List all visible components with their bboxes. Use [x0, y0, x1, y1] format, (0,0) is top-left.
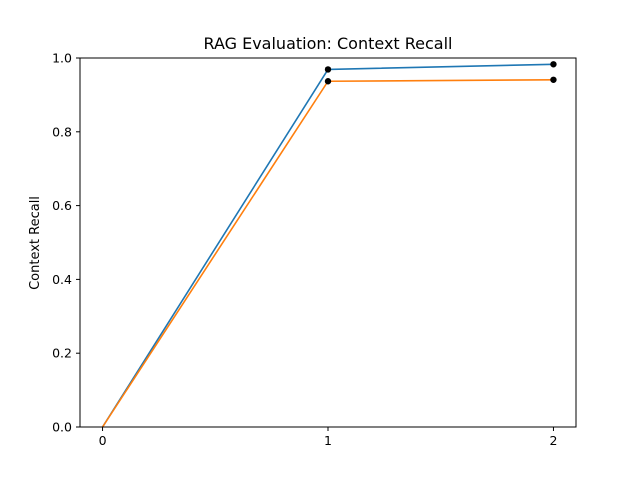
y-axis-label: Context Recall — [28, 196, 43, 290]
data-point-s1-2 — [550, 76, 557, 83]
data-point-s0-2 — [550, 61, 557, 68]
y-tick-label: 0.2 — [52, 346, 72, 361]
axes: 0 1 2 0.0 0.2 0.4 0.6 0.8 1.0 — [52, 51, 577, 448]
y-tick-label: 0.6 — [52, 198, 72, 213]
plot-frame — [79, 57, 577, 428]
x-tick-label: 2 — [549, 433, 557, 448]
series-line-1 — [101, 78, 555, 428]
data-point-s0-1 — [324, 66, 332, 73]
y-tick-label: 0.0 — [52, 420, 72, 435]
data-point-s1-1 — [324, 78, 332, 85]
chart-title: RAG Evaluation: Context Recall — [203, 34, 452, 53]
x-tick-label: 1 — [324, 433, 332, 448]
y-tick-label: 0.8 — [52, 124, 72, 139]
plot-area — [101, 61, 557, 428]
x-tick-label: 0 — [99, 433, 107, 448]
series-line-0 — [101, 63, 555, 428]
y-tick-label: 0.4 — [52, 272, 72, 287]
y-tick-label: 1.0 — [52, 51, 72, 66]
